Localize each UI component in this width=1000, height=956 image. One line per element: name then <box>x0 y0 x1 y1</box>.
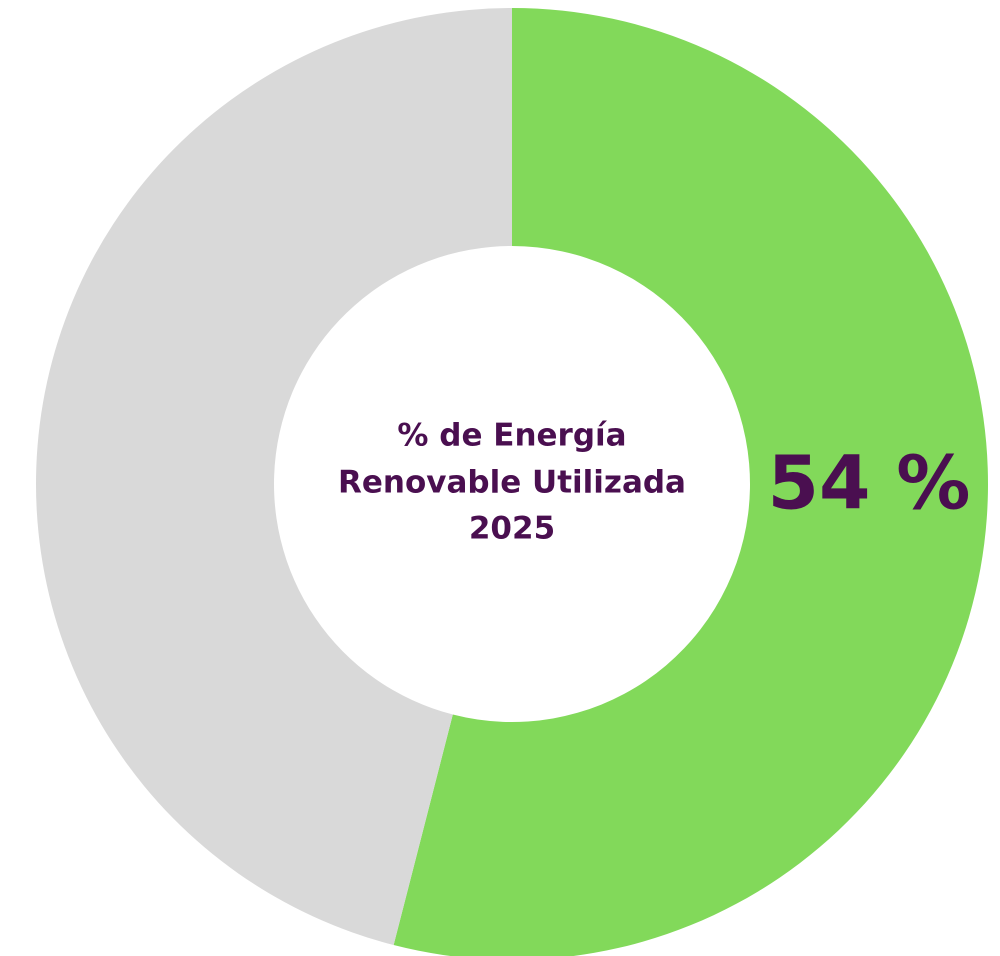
slices <box>35 8 988 956</box>
chart-title-line: % de Energía <box>397 418 626 454</box>
chart-title-line: 2025 <box>469 511 555 547</box>
slice <box>393 8 988 956</box>
value-label: 54 % <box>768 441 971 527</box>
chart-title-line: Renovable Utilizada <box>338 465 686 501</box>
slice <box>35 8 512 946</box>
